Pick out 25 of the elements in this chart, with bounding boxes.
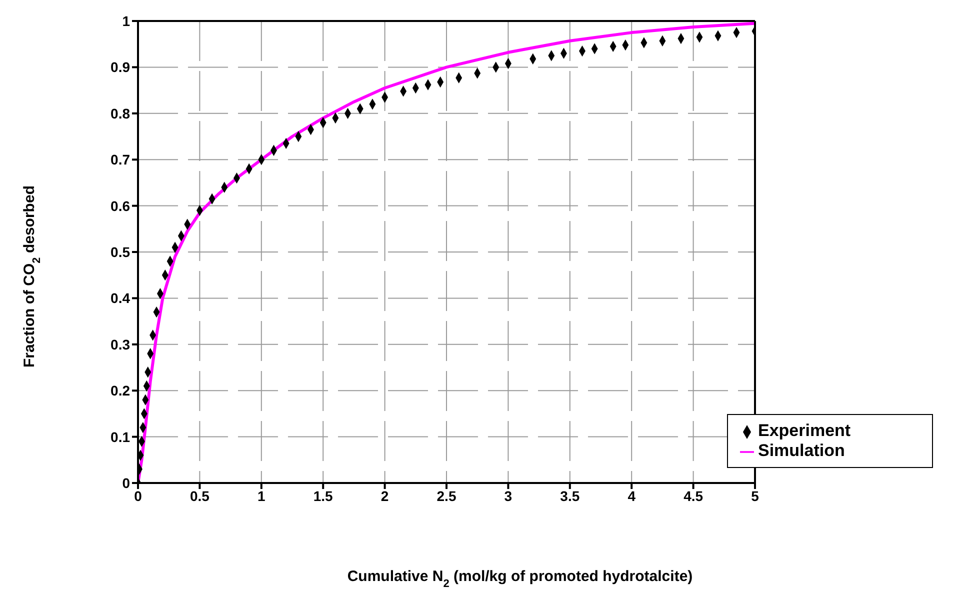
x-tick-label: 2.5 xyxy=(436,488,456,504)
x-tick-label: 0.5 xyxy=(190,488,210,504)
y-tick-label: 0.3 xyxy=(110,336,130,352)
x-tick-label: 0 xyxy=(134,488,142,504)
legend-label: Simulation xyxy=(758,441,845,460)
x-tick-label: 4.5 xyxy=(684,488,704,504)
y-tick-label: 0.6 xyxy=(110,198,130,214)
x-tick-label: 1 xyxy=(258,488,266,504)
y-tick-label: 0.8 xyxy=(110,105,130,122)
y-tick-label: 1 xyxy=(122,12,130,29)
x-tick-label: 4 xyxy=(628,488,636,504)
y-tick-label: 0.7 xyxy=(110,152,130,168)
y-tick-label: 0.9 xyxy=(110,59,130,76)
y-tick-label: 0 xyxy=(122,474,130,491)
y-tick-label: 0.2 xyxy=(110,382,130,399)
x-axis-title: Cumulative N$_{2}$ (mol/kg of promoted hydrotalcite) xyxy=(347,568,693,590)
y-tick-label: 0.5 xyxy=(110,244,130,260)
y-tick-label: 0.4 xyxy=(110,290,130,306)
legend-label: Experiment xyxy=(758,421,851,440)
x-tick-label: 3.5 xyxy=(560,488,580,504)
y-tick-label: 0.1 xyxy=(110,428,130,445)
x-tick-label: 2 xyxy=(380,488,389,504)
x-tick-label: 5 xyxy=(751,488,760,504)
x-tick-label: 3 xyxy=(504,488,512,504)
x-tick-label: 1.5 xyxy=(313,488,334,504)
